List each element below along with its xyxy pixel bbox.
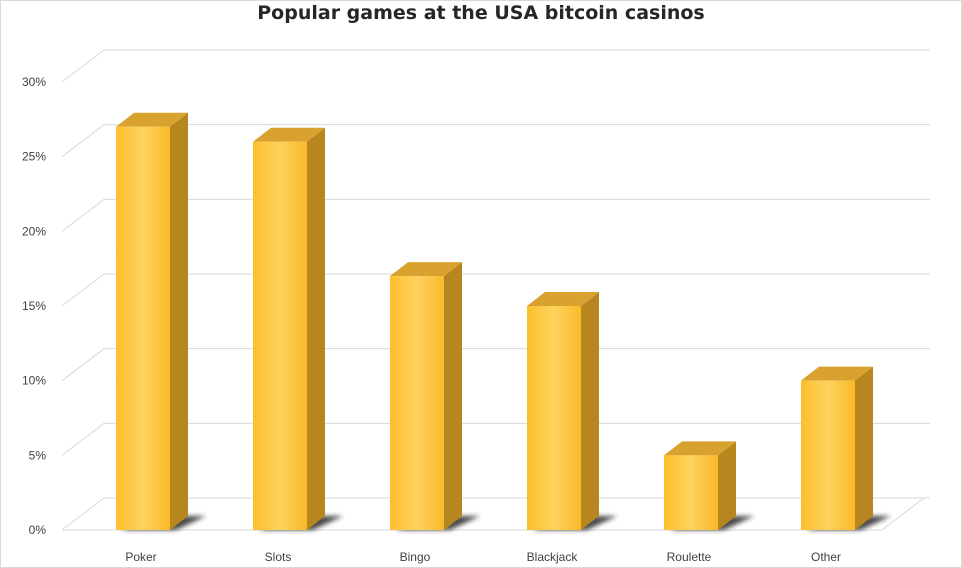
bar-top: [664, 441, 736, 456]
y-tick-label: 15%: [22, 299, 46, 313]
bar-side: [855, 366, 873, 530]
bar-side: [444, 262, 462, 530]
gridline: [61, 273, 930, 307]
bar-bingo: [390, 262, 480, 530]
bar-front: [253, 141, 307, 530]
bar-side: [581, 292, 599, 530]
gridline: [61, 49, 930, 83]
bar-top: [253, 127, 325, 142]
bar-top: [116, 112, 188, 127]
bar-top: [390, 262, 462, 277]
x-tick-label: Other: [811, 550, 841, 564]
x-tick-label: Poker: [125, 550, 156, 564]
bar-side: [718, 441, 736, 530]
y-tick-label: 20%: [22, 224, 46, 238]
x-tick-label: Blackjack: [527, 550, 579, 564]
gridline: [61, 422, 930, 456]
bar-roulette: [664, 441, 754, 530]
bar-poker: [116, 112, 206, 531]
bar-side: [170, 112, 188, 531]
y-tick-label: 30%: [22, 75, 46, 89]
bar-other: [801, 366, 891, 530]
gridline: [61, 198, 930, 232]
floor-edge: [881, 497, 925, 531]
bar-front: [116, 126, 170, 531]
chart-title: Popular games at the USA bitcoin casinos: [257, 2, 705, 24]
y-tick-label: 5%: [29, 448, 47, 462]
x-tick-label: Bingo: [400, 550, 431, 564]
bar-top: [801, 366, 873, 381]
gridline: [61, 348, 930, 382]
gridline: [61, 124, 930, 158]
gridline: [61, 497, 930, 531]
bar-front: [390, 276, 444, 530]
bar-side: [307, 127, 325, 530]
bar-front: [527, 306, 581, 530]
bar-front: [801, 380, 855, 530]
bar-slots: [253, 127, 343, 530]
y-tick-label: 10%: [22, 374, 46, 388]
bar-blackjack: [527, 292, 617, 530]
x-tick-label: Roulette: [667, 550, 712, 564]
x-tick-label: Slots: [265, 550, 292, 564]
y-tick-label: 0%: [29, 523, 47, 537]
bar-top: [527, 292, 599, 306]
y-tick-label: 25%: [22, 150, 46, 164]
bar-front: [664, 455, 718, 530]
